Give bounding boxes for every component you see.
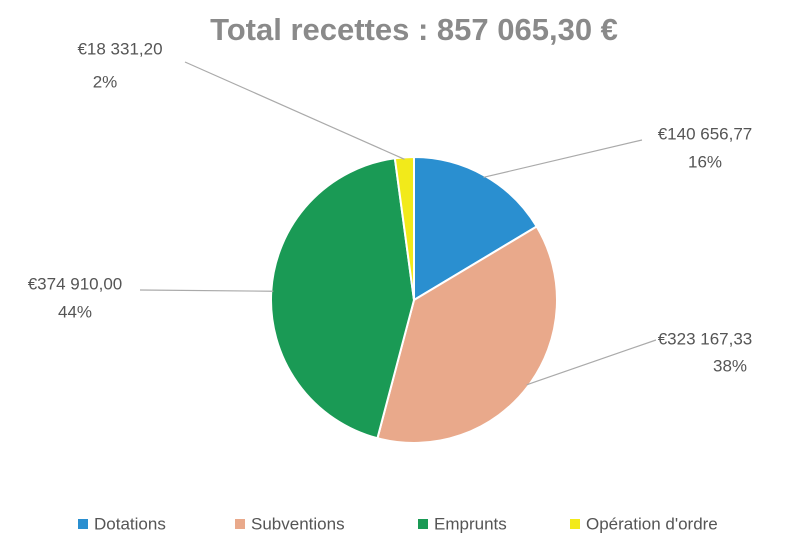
leader-line [184,61,405,160]
pie-slice [393,155,415,301]
data-label: 44% [58,302,92,321]
leader-line [483,139,643,178]
legend-swatch [78,519,88,529]
pie-slice [376,225,558,444]
pie-slice [413,155,539,302]
data-label: €323 167,33 [658,329,753,348]
data-label: €140 656,77 [658,124,753,143]
legend-label: Dotations [94,514,166,533]
legend-swatch [235,519,245,529]
leader-line [139,289,274,292]
data-label: €18 331,20 [77,39,162,58]
legend-swatch [418,519,428,529]
data-label: €374 910,00 [28,274,123,293]
legend-label: Opération d'ordre [586,514,718,533]
data-label: 38% [713,356,747,375]
chart-title: Total recettes : 857 065,30 € [210,12,618,47]
leader-line [526,339,657,386]
legend-label: Subventions [251,514,345,533]
legend-swatch [570,519,580,529]
data-label: 16% [688,152,722,171]
data-label: 2% [93,72,118,91]
legend-label: Emprunts [434,514,507,533]
